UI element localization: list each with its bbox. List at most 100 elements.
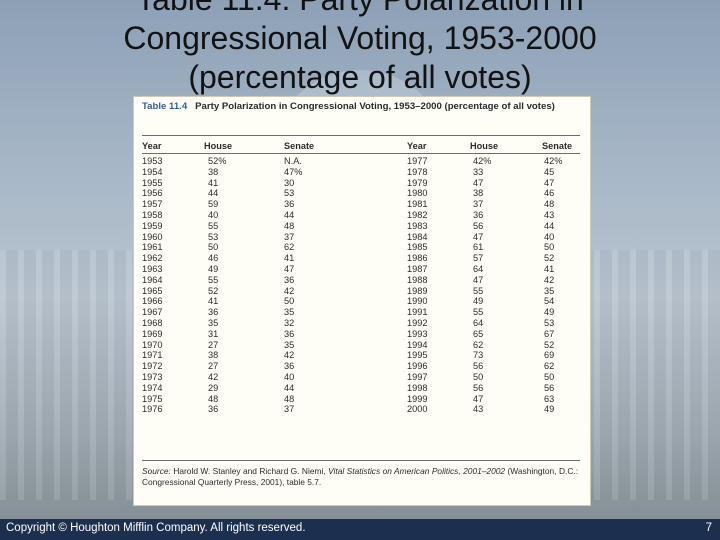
table-row: 1967 36 35 xyxy=(142,307,372,318)
year-cell: 1954 xyxy=(142,166,163,177)
senate-cell: 42 xyxy=(544,274,555,285)
house-cell: 35 xyxy=(208,317,219,328)
house-cell: 55 xyxy=(473,285,484,296)
year-cell: 1983 xyxy=(407,220,428,231)
senate-cell: 36 xyxy=(284,199,295,210)
table-row: 1955 41 30 xyxy=(142,178,372,189)
year-cell: 1993 xyxy=(407,328,428,339)
year-cell: 1988 xyxy=(407,274,428,285)
table-row: 1989 55 35 xyxy=(407,286,582,297)
senate-cell: 40 xyxy=(544,231,555,242)
source-label: Source: xyxy=(142,466,171,476)
senate-cell: 54 xyxy=(544,296,555,307)
table-row: 1976 36 37 xyxy=(142,404,372,415)
house-cell: 56 xyxy=(473,361,484,372)
year-cell: 1964 xyxy=(142,274,163,285)
table-row: 1995 73 69 xyxy=(407,350,582,361)
table-row: 1961 50 62 xyxy=(142,242,372,253)
year-cell: 1984 xyxy=(407,231,428,242)
table-row: 1981 37 48 xyxy=(407,199,582,210)
year-cell: 1966 xyxy=(142,296,163,307)
senate-cell: 42 xyxy=(284,350,295,361)
senate-cell: 49 xyxy=(544,404,555,415)
table-number: Table 11.4 xyxy=(142,101,188,112)
year-cell: 1961 xyxy=(142,242,163,253)
table-row: 1984 47 40 xyxy=(407,232,582,243)
senate-cell: 32 xyxy=(284,317,295,328)
year-cell: 1992 xyxy=(407,317,428,328)
table-header-rule xyxy=(142,153,580,154)
year-cell: 1997 xyxy=(407,371,428,382)
house-cell: 38 xyxy=(208,350,219,361)
table-body-left: 1953 52% N.A. 1954 38 47% 1955 41 30 1956 44 53 1957… xyxy=(142,156,372,415)
house-cell: 41 xyxy=(208,177,219,188)
table-row: 1985 61 50 xyxy=(407,242,582,253)
house-cell: 73 xyxy=(473,350,484,361)
table-bottom-rule xyxy=(142,460,580,461)
house-cell: 38 xyxy=(208,166,219,177)
senate-cell: 35 xyxy=(284,307,295,318)
house-cell: 50 xyxy=(208,242,219,253)
year-cell: 1986 xyxy=(407,253,428,264)
table-body-right: 1977 42% 42% 1978 33 45 1979 47 47 1980 38 46 1981 37… xyxy=(407,156,582,415)
house-cell: 56 xyxy=(473,220,484,231)
page-number: 7 xyxy=(705,522,712,534)
senate-cell: 44 xyxy=(284,209,295,220)
year-cell: 1957 xyxy=(142,199,163,210)
house-cell: 44 xyxy=(208,188,219,199)
senate-cell: 62 xyxy=(544,361,555,372)
slide-title-line-3: (percentage of all votes) xyxy=(188,59,532,95)
table-top-rule xyxy=(142,135,580,136)
table-row: 1974 29 44 xyxy=(142,383,372,394)
house-cell: 64 xyxy=(473,317,484,328)
house-cell: 59 xyxy=(208,199,219,210)
table-row: 1996 56 62 xyxy=(407,361,582,372)
table-row: 1968 35 32 xyxy=(142,318,372,329)
year-cell: 1953 xyxy=(142,156,163,166)
table-row: 1988 47 42 xyxy=(407,275,582,286)
table-row: 2000 43 49 xyxy=(407,404,582,415)
table-row: 1999 47 63 xyxy=(407,394,582,405)
table-row: 1992 64 53 xyxy=(407,318,582,329)
senate-cell: 53 xyxy=(544,317,555,328)
senate-cell: 36 xyxy=(284,274,295,285)
house-cell: 42% xyxy=(473,156,492,166)
year-cell: 1968 xyxy=(142,317,163,328)
house-cell: 55 xyxy=(208,220,219,231)
senate-cell: 47% xyxy=(284,166,303,177)
table-row: 1977 42% 42% xyxy=(407,156,582,167)
year-cell: 1994 xyxy=(407,339,428,350)
year-cell: 1982 xyxy=(407,209,428,220)
senate-cell: 48 xyxy=(544,199,555,210)
year-cell: 1960 xyxy=(142,231,163,242)
year-cell: 1999 xyxy=(407,393,428,404)
year-cell: 1998 xyxy=(407,382,428,393)
year-cell: 1971 xyxy=(142,350,163,361)
table-row: 1994 62 52 xyxy=(407,340,582,351)
table-row: 1990 49 54 xyxy=(407,296,582,307)
house-cell: 65 xyxy=(473,328,484,339)
senate-cell: 48 xyxy=(284,393,295,404)
senate-cell: 56 xyxy=(544,382,555,393)
house-cell: 49 xyxy=(473,296,484,307)
house-cell: 41 xyxy=(208,296,219,307)
table-row: 1998 56 56 xyxy=(407,383,582,394)
senate-cell: 49 xyxy=(544,307,555,318)
header-senate-left: Senate xyxy=(284,141,315,151)
source-book: Vital Statistics on American Politics, 2… xyxy=(328,466,506,476)
table-row: 1965 52 42 xyxy=(142,286,372,297)
year-cell: 1962 xyxy=(142,253,163,264)
table-title: Party Polarization in Congressional Voti… xyxy=(195,101,555,112)
house-cell: 36 xyxy=(208,307,219,318)
year-cell: 1985 xyxy=(407,242,428,253)
house-cell: 38 xyxy=(473,188,484,199)
slide-title-line-2: Congressional Voting, 1953-2000 xyxy=(123,20,597,56)
copyright-notice: Copyright © Houghton Mifflin Company. Al… xyxy=(6,522,306,534)
year-cell: 1976 xyxy=(142,404,163,415)
table-row: 1966 41 50 xyxy=(142,296,372,307)
house-cell: 62 xyxy=(473,339,484,350)
senate-cell: 36 xyxy=(284,361,295,372)
table-image: Table 11.4 Party Polarization in Congress… xyxy=(133,96,591,506)
year-cell: 1981 xyxy=(407,199,428,210)
senate-cell: 42% xyxy=(544,156,563,166)
